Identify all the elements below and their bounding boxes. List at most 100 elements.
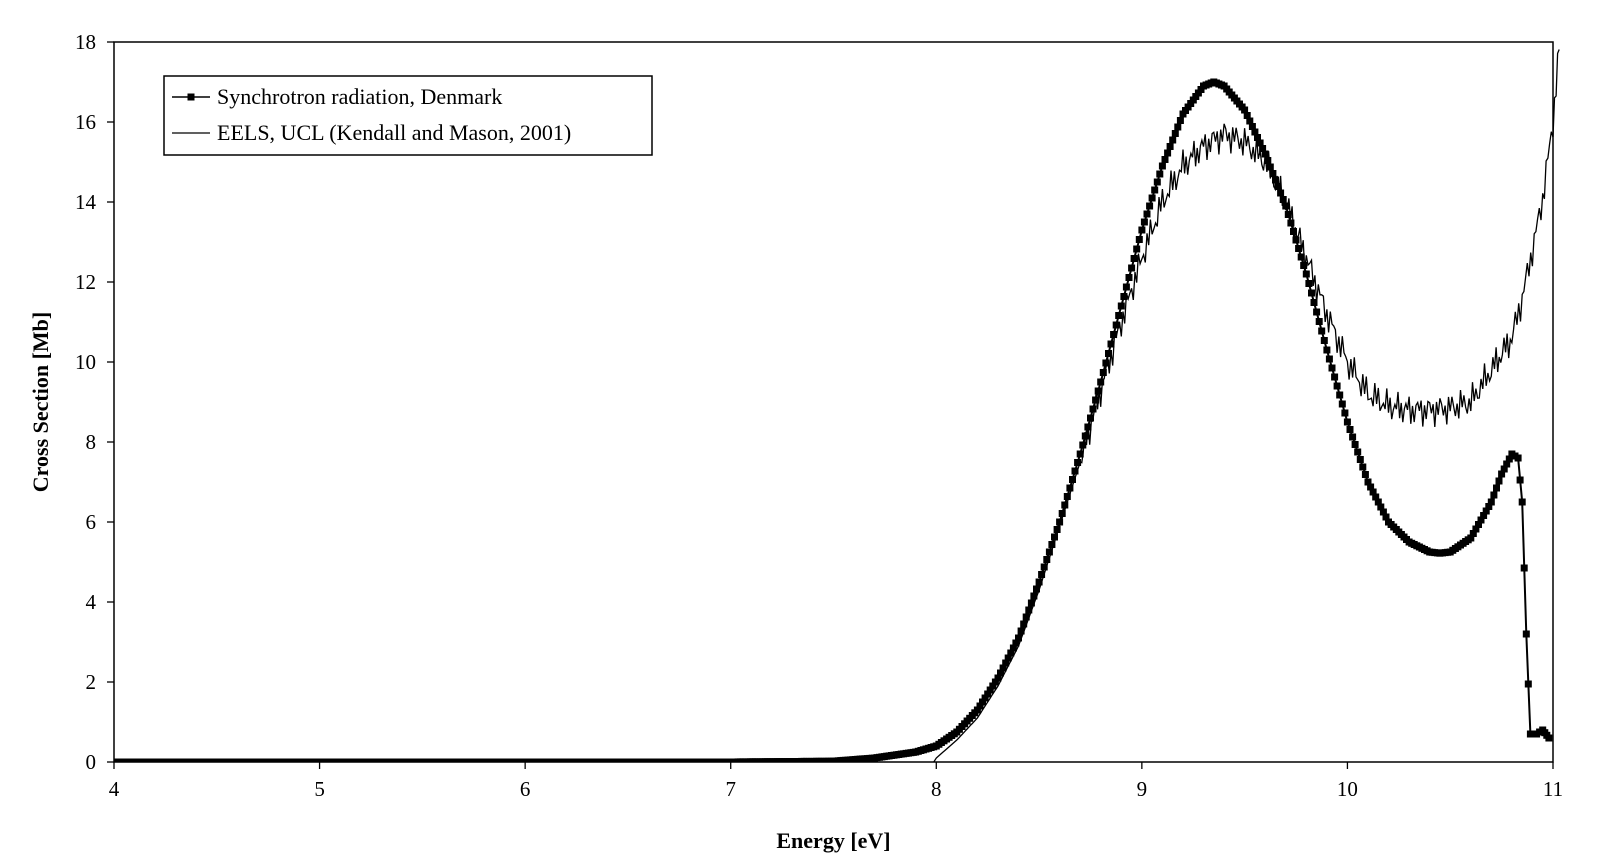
synchrotron-point bbox=[1038, 571, 1046, 578]
synchrotron-point bbox=[1148, 194, 1156, 202]
synchrotron-point bbox=[1318, 327, 1326, 335]
synchrotron-point bbox=[1143, 210, 1151, 218]
synchrotron-point bbox=[1277, 189, 1285, 197]
synchrotron-point bbox=[1467, 534, 1475, 542]
synchrotron-point bbox=[1009, 644, 1017, 652]
synchrotron-point bbox=[1012, 639, 1020, 647]
synchrotron-point bbox=[1354, 448, 1362, 456]
x-tick-label: 11 bbox=[1543, 777, 1563, 801]
synchrotron-point bbox=[1107, 340, 1115, 348]
x-tick-label: 8 bbox=[931, 777, 942, 801]
synchrotron-point bbox=[1094, 387, 1102, 395]
synchrotron-point bbox=[1102, 359, 1110, 367]
legend-label-eels: EELS, UCL (Kendall and Mason, 2001) bbox=[217, 120, 571, 145]
synchrotron-point bbox=[1092, 396, 1100, 404]
synchrotron-point bbox=[1308, 289, 1315, 297]
synchrotron-point bbox=[1066, 484, 1074, 492]
synchrotron-point bbox=[997, 669, 1004, 677]
synchrotron-point bbox=[1056, 518, 1064, 526]
synchrotron-point bbox=[1290, 228, 1297, 235]
synchrotron-point bbox=[986, 686, 994, 694]
synchrotron-point bbox=[1074, 459, 1082, 466]
synchrotron-point bbox=[1323, 346, 1331, 354]
y-tick-label: 8 bbox=[86, 430, 97, 454]
synchrotron-point bbox=[1287, 219, 1295, 227]
synchrotron-point bbox=[1493, 484, 1500, 492]
synchrotron-point bbox=[989, 682, 997, 690]
synchrotron-point bbox=[1503, 460, 1511, 468]
synchrotron-point bbox=[1284, 211, 1292, 218]
synchrotron-point bbox=[1485, 503, 1493, 510]
synchrotron-point bbox=[991, 678, 999, 686]
synchrotron-point bbox=[984, 690, 992, 698]
synchrotron-point bbox=[973, 706, 981, 714]
synchrotron-point bbox=[1053, 526, 1061, 533]
synchrotron-point bbox=[1030, 592, 1038, 600]
synchrotron-point bbox=[1498, 470, 1506, 478]
synchrotron-point bbox=[1122, 283, 1130, 291]
synchrotron-point bbox=[1261, 150, 1269, 158]
synchrotron-point bbox=[1040, 563, 1048, 571]
synchrotron-point bbox=[1248, 123, 1256, 130]
synchrotron-point bbox=[1520, 564, 1528, 572]
synchrotron-point bbox=[1349, 433, 1357, 441]
synchrotron-point bbox=[1120, 293, 1128, 300]
synchrotron-point bbox=[1295, 245, 1303, 252]
synchrotron-point bbox=[1025, 606, 1033, 614]
synchrotron-point bbox=[1310, 299, 1318, 306]
synchrotron-point bbox=[1374, 498, 1382, 506]
synchrotron-point bbox=[1297, 253, 1305, 261]
synchrotron-point bbox=[1241, 106, 1249, 114]
synchrotron-point bbox=[1084, 423, 1092, 431]
synchrotron-point bbox=[1174, 123, 1182, 131]
synchrotron-point bbox=[1169, 136, 1177, 144]
synchrotron-point bbox=[1336, 391, 1344, 399]
synchrotron-point bbox=[1495, 477, 1503, 485]
synchrotron-point bbox=[1105, 350, 1112, 357]
synchrotron-point bbox=[1051, 533, 1058, 541]
synchrotron-point bbox=[1004, 654, 1012, 662]
legend-label-synchrotron: Synchrotron radiation, Denmark bbox=[217, 84, 502, 109]
y-tick-label: 16 bbox=[75, 110, 96, 134]
synchrotron-point bbox=[1117, 302, 1125, 310]
synchrotron-point bbox=[1500, 465, 1508, 473]
synchrotron-point bbox=[1328, 364, 1336, 372]
synchrotron-point bbox=[1254, 134, 1261, 141]
synchrotron-point bbox=[1063, 493, 1071, 500]
synchrotron-point bbox=[1545, 734, 1553, 742]
x-tick-label: 10 bbox=[1337, 777, 1358, 801]
synchrotron-point bbox=[1002, 659, 1010, 667]
synchrotron-point bbox=[1058, 510, 1066, 517]
synchrotron-point bbox=[1372, 493, 1380, 501]
synchrotron-point bbox=[1130, 255, 1138, 262]
synchrotron-point bbox=[1369, 488, 1377, 496]
synchrotron-point bbox=[1156, 170, 1164, 178]
synchrotron-point bbox=[1061, 501, 1069, 509]
y-axis-title: Cross Section [Mb] bbox=[28, 312, 53, 492]
synchrotron-point bbox=[1112, 321, 1120, 329]
synchrotron-point bbox=[1125, 274, 1133, 281]
synchrotron-point bbox=[1076, 450, 1084, 458]
synchrotron-point bbox=[1140, 218, 1148, 226]
synchrotron-point bbox=[1320, 337, 1328, 344]
synchrotron-point bbox=[1487, 498, 1495, 506]
synchrotron-point bbox=[1069, 476, 1076, 483]
synchrotron-point bbox=[1361, 471, 1369, 478]
synchrotron-point bbox=[1033, 585, 1040, 593]
synchrotron-point bbox=[1379, 508, 1387, 516]
synchrotron-point bbox=[1524, 680, 1532, 688]
synchrotron-point bbox=[1176, 117, 1184, 124]
synchrotron-point bbox=[1135, 236, 1143, 243]
synchrotron-point bbox=[1331, 373, 1339, 381]
synchrotron-point bbox=[1133, 245, 1141, 253]
synchrotron-point bbox=[1264, 157, 1272, 164]
legend-box bbox=[163, 75, 653, 156]
x-axis-title: Energy [eV] bbox=[776, 828, 890, 853]
synchrotron-point bbox=[1246, 117, 1254, 125]
synchrotron-point bbox=[1164, 149, 1172, 157]
synchrotron-point bbox=[1035, 578, 1043, 586]
x-tick-label: 6 bbox=[520, 777, 531, 801]
x-tick-label: 4 bbox=[109, 777, 120, 801]
synchrotron-point bbox=[1341, 409, 1349, 417]
synchrotron-point bbox=[1087, 414, 1094, 422]
